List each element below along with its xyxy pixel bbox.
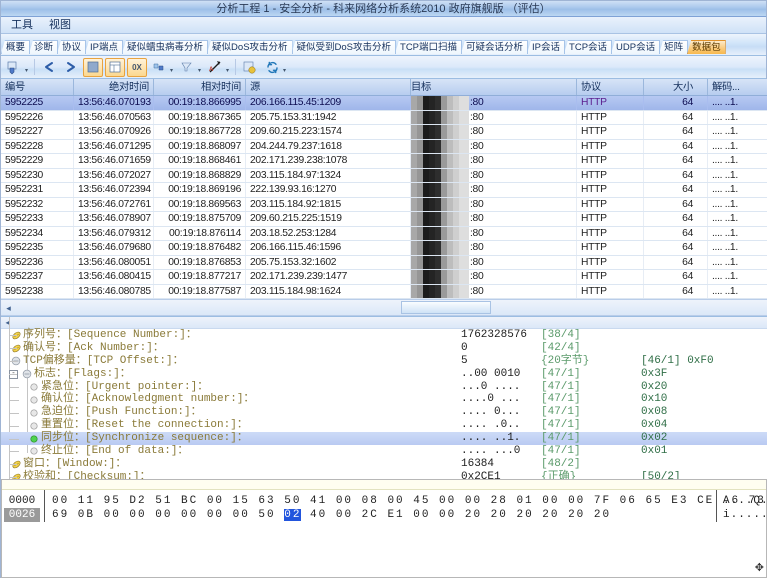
svg-text:A: A [209,67,214,73]
